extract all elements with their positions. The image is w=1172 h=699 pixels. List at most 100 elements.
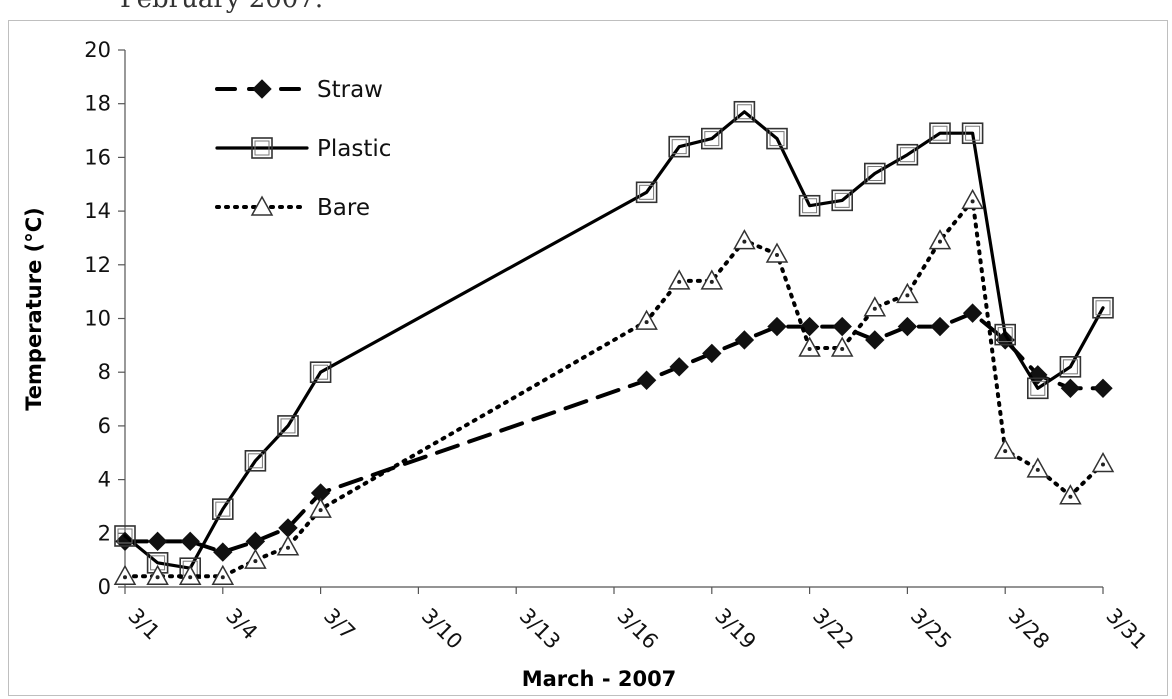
- data-point-straw: [734, 330, 755, 350]
- y-tick-label: 4: [98, 468, 111, 492]
- series-line-plastic: [123, 110, 1105, 570]
- y-ticks: 0 2 4 6 8 10 12 14 16 18 20: [84, 38, 125, 599]
- series-plastic: [114, 100, 1114, 580]
- data-point-plastic: [994, 323, 1017, 346]
- series-group: [113, 100, 1115, 586]
- data-point-plastic-inner: [704, 131, 720, 147]
- data-point-dot: [905, 293, 910, 298]
- y-tick-label: 10: [84, 307, 111, 331]
- data-point-plastic-inner: [769, 131, 785, 147]
- x-tick-label: 3/19: [710, 604, 760, 654]
- y-tick-label: 6: [98, 414, 111, 438]
- y-tick-label: 14: [84, 199, 111, 223]
- y-tick-label: 16: [84, 145, 111, 169]
- x-tick-label: 3/10: [417, 604, 467, 654]
- data-point-plastic-inner: [997, 327, 1013, 343]
- data-point-straw: [702, 343, 722, 364]
- caption-fragment: February 2007.: [120, 0, 323, 14]
- data-point-plastic-inner: [736, 104, 752, 120]
- chart-frame: 0 2 4 6 8 10 12 14 16 18 20 3/1 3/4 3/7 3/10 3/13 3/16 3…: [8, 20, 1168, 696]
- x-tick-label: 3/1: [123, 604, 164, 645]
- x-tick-label: 3/25: [906, 604, 956, 654]
- legend-marker-inner: [254, 140, 270, 156]
- x-tick-label: 3/28: [1004, 604, 1054, 654]
- data-point-dot: [155, 575, 160, 580]
- data-point-plastic-inner: [802, 198, 818, 214]
- y-tick-label: 2: [98, 521, 111, 545]
- data-point-dot: [677, 279, 682, 284]
- data-point-plastic-inner: [671, 139, 687, 155]
- legend-item-bare: Bare: [215, 195, 370, 221]
- y-axis-label: Temperature (°C): [22, 207, 46, 410]
- data-point-dot: [775, 253, 779, 258]
- y-tick-label: 20: [84, 38, 111, 62]
- data-point-dot: [1035, 467, 1040, 472]
- x-tick-label: 3/4: [221, 604, 262, 645]
- data-point-dot: [742, 239, 747, 244]
- data-point-straw: [767, 316, 787, 337]
- data-point-dot: [1068, 494, 1073, 499]
- data-point-straw: [865, 330, 885, 350]
- data-point-plastic: [277, 415, 299, 437]
- data-point-plastic-inner: [1030, 380, 1046, 396]
- data-point-dot: [253, 559, 258, 564]
- x-ticks: 3/1 3/4 3/7 3/10 3/13 3/16 3/19 3/22 3/25 3/28 3/3…: [123, 587, 1152, 654]
- data-point-dot: [872, 306, 877, 311]
- legend-label: Plastic: [317, 136, 391, 162]
- x-tick-label: 3/16: [612, 604, 662, 654]
- data-point-straw: [897, 316, 918, 337]
- data-point-dot: [938, 239, 942, 244]
- data-point-dot: [123, 575, 127, 580]
- data-point-plastic: [896, 143, 919, 166]
- legend-item-plastic: Plastic: [215, 136, 391, 162]
- data-point-straw: [213, 542, 233, 562]
- data-point-dot: [970, 199, 975, 204]
- y-tick-label: 8: [98, 360, 111, 384]
- data-point-straw: [1093, 378, 1113, 399]
- data-point-plastic: [766, 127, 788, 150]
- data-point-plastic-inner: [117, 528, 133, 544]
- data-point-dot: [840, 347, 845, 352]
- data-point-straw: [799, 316, 820, 337]
- data-point-straw: [636, 370, 657, 390]
- data-point-plastic: [733, 100, 756, 123]
- data-point-straw: [832, 316, 852, 337]
- data-point-plastic-inner: [280, 418, 296, 434]
- data-point-straw: [930, 316, 950, 337]
- data-point-plastic-inner: [313, 364, 329, 380]
- series-straw: [115, 303, 1113, 562]
- data-point-plastic-inner: [1095, 300, 1111, 316]
- data-point-plastic-inner: [867, 166, 883, 182]
- data-point-straw: [1060, 378, 1081, 399]
- data-point-plastic: [798, 194, 821, 217]
- data-point-plastic: [1059, 356, 1082, 378]
- data-point-dot: [1003, 449, 1008, 454]
- data-point-plastic-inner: [834, 192, 850, 208]
- data-point-plastic-inner: [247, 453, 263, 469]
- x-tick-label: 3/22: [808, 604, 858, 654]
- series-line-bare: [123, 198, 1105, 579]
- data-point-plastic: [244, 450, 267, 472]
- x-tick-label: 3/13: [515, 604, 565, 654]
- data-point-straw: [669, 357, 689, 377]
- data-point-plastic-inner: [1062, 359, 1078, 375]
- data-point-dot: [220, 575, 225, 580]
- data-point-plastic-inner: [215, 501, 231, 517]
- data-point-dot: [709, 279, 714, 284]
- y-tick-label: 0: [98, 575, 111, 599]
- data-point-plastic: [1026, 377, 1049, 400]
- series-bare: [113, 188, 1115, 586]
- data-point-plastic-inner: [965, 125, 981, 141]
- legend-marker: [250, 195, 274, 216]
- data-point-dot: [318, 508, 323, 513]
- legend-label: Bare: [317, 195, 370, 221]
- data-point-straw: [962, 303, 983, 323]
- data-point-plastic-inner: [639, 184, 655, 200]
- data-point-dot: [188, 575, 193, 580]
- x-tick-label: 3/7: [319, 604, 360, 645]
- legend-item-straw: Straw: [215, 77, 383, 103]
- data-point-plastic: [700, 127, 723, 150]
- y-tick-label: 12: [84, 253, 111, 277]
- x-tick-label: 3/31: [1101, 604, 1151, 654]
- legend-label: Straw: [317, 77, 383, 103]
